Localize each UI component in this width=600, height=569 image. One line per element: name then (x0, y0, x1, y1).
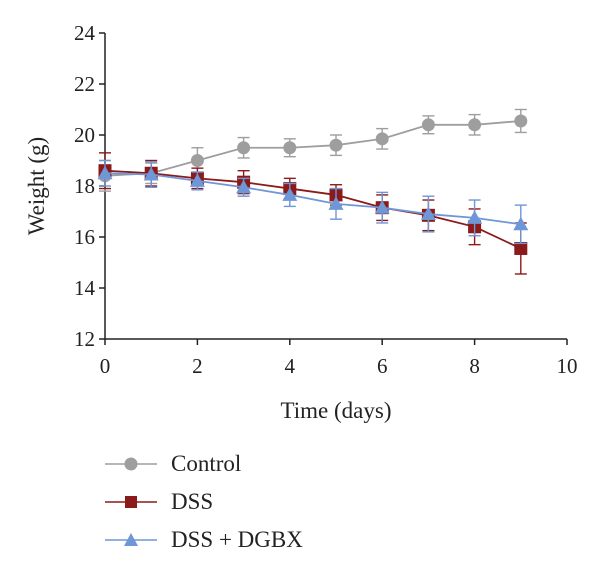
series-line-dss-dgbx (104, 172, 521, 226)
legend-item-dss: DSS (105, 483, 303, 521)
y-tick-label: 14 (74, 276, 96, 300)
data-point (97, 165, 113, 180)
x-tick-label: 6 (377, 354, 388, 378)
legend-item-dss-dgbx: DSS + DGBX (105, 521, 303, 559)
x-tick-label: 2 (192, 354, 203, 378)
series-dss (98, 152, 528, 275)
series-line-dss (104, 169, 522, 250)
x-axis-label: Time (days) (281, 398, 392, 423)
series-layer (97, 108, 529, 275)
circle-marker-icon (105, 457, 157, 471)
data-point (514, 241, 528, 255)
x-ticks: 0 2 4 6 8 10 (100, 339, 578, 378)
data-point (420, 206, 436, 221)
y-ticks: 12 14 16 18 20 22 24 (74, 21, 105, 351)
data-point (282, 187, 298, 201)
legend: Control DSS DSS + DGBX (105, 445, 303, 559)
y-tick-label: 12 (74, 327, 95, 351)
y-tick-label: 24 (74, 21, 96, 45)
legend-label-dss-dgbx: DSS + DGBX (171, 527, 303, 552)
square-marker-icon (105, 496, 157, 508)
data-point (236, 179, 252, 194)
data-point (143, 167, 159, 181)
y-tick-label: 22 (74, 72, 95, 96)
data-point (190, 154, 204, 167)
data-point (329, 138, 343, 152)
y-tick-label: 16 (74, 225, 95, 249)
series-control (98, 108, 528, 192)
legend-item-control: Control (105, 445, 303, 483)
data-point (375, 132, 389, 146)
data-point (283, 141, 297, 155)
x-tick-label: 4 (285, 354, 296, 378)
data-point (328, 196, 344, 210)
legend-label-dss: DSS (171, 489, 214, 514)
data-point (237, 141, 251, 155)
series-dss-dgbx (97, 159, 529, 245)
data-point (421, 118, 435, 132)
triangle-marker-icon (105, 533, 157, 546)
x-tick-label: 8 (469, 354, 480, 378)
legend-label-control: Control (171, 451, 242, 476)
data-point (189, 173, 205, 187)
x-tick-label: 10 (557, 354, 578, 378)
y-tick-label: 20 (74, 123, 95, 147)
data-point (374, 200, 390, 214)
data-point (513, 216, 529, 231)
data-point (467, 210, 483, 224)
y-tick-label: 18 (74, 174, 95, 198)
series-line-control (104, 120, 521, 177)
y-axis-label: Weight (g) (24, 137, 49, 235)
x-tick-label: 0 (100, 354, 111, 378)
data-point (514, 114, 528, 128)
data-point (468, 118, 482, 132)
